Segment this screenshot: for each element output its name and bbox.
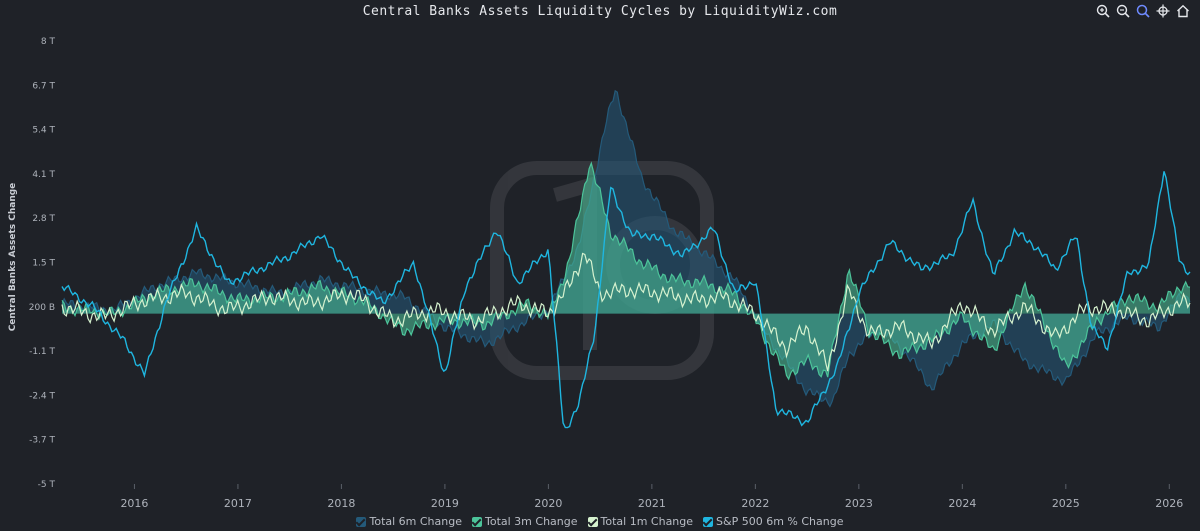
legend: Total 6m Change Total 3m Change Total 1m C… [0, 515, 1200, 528]
x-tick-label: 2017 [224, 497, 252, 510]
y-tick-label: 1.5 T [32, 259, 55, 269]
legend-swatch [703, 516, 714, 527]
legend-label: S&P 500 6m % Change [716, 515, 844, 528]
x-tick-label: 2025 [1052, 497, 1080, 510]
series-line-1 [61, 161, 1191, 381]
legend-1m[interactable]: Total 1m Change [587, 515, 694, 528]
y-tick-label: -3.7 T [29, 436, 55, 446]
x-tick-label: 2023 [845, 497, 873, 510]
y-tick-label: 5.4 T [32, 126, 55, 136]
chart-title: Central Banks Assets Liquidity Cycles by… [362, 4, 838, 19]
x-tick-label: 2026 [1155, 497, 1183, 510]
series-line-3 [61, 171, 1191, 429]
x-tick-label: 2024 [948, 497, 976, 510]
x-axis: 2016 2017 2018 2019 2020 2021 2022 2023 2024 2025… [120, 484, 1183, 510]
series-area-1 [62, 163, 1190, 380]
y-tick-label: 4.1 T [32, 170, 55, 180]
y-tick-label: 6.7 T [32, 81, 55, 91]
x-tick-label: 2018 [327, 497, 355, 510]
y-tick-label: -1.1 T [29, 347, 55, 357]
series-line-2 [61, 252, 1191, 372]
zoom-in-icon[interactable] [1096, 4, 1110, 18]
y-tick-label: 2.8 T [32, 214, 55, 224]
y-tick-label: -2.4 T [29, 391, 55, 401]
series-layer [61, 89, 1191, 429]
x-tick-label: 2022 [741, 497, 769, 510]
legend-6m[interactable]: Total 6m Change [356, 515, 462, 528]
y-tick-label: -5 T [38, 480, 56, 490]
y-tick-label: 8 T [41, 37, 56, 47]
legend-label: Total 1m Change [600, 515, 694, 528]
legend-label: Total 3m Change [485, 515, 578, 528]
home-icon[interactable] [1176, 4, 1190, 18]
x-tick-label: 2020 [534, 497, 562, 510]
x-tick-label: 2016 [120, 497, 148, 510]
chart-toolbar [1096, 4, 1190, 18]
y-tick-label: 200 B [29, 303, 55, 313]
y-axis: 8 T 6.7 T 5.4 T 4.1 T 2.8 T 1.5 T 200 B -1.1 T -… [29, 37, 56, 490]
legend-swatch [587, 516, 598, 527]
pan-icon[interactable] [1156, 4, 1170, 18]
legend-swatch [356, 516, 367, 527]
zoom-out-icon[interactable] [1116, 4, 1130, 18]
x-tick-label: 2019 [431, 497, 459, 510]
legend-swatch [472, 516, 482, 527]
legend-sp[interactable]: S&P 500 6m % Change [703, 515, 844, 528]
legend-3m[interactable]: Total 3m Change [472, 515, 578, 528]
legend-label: Total 6m Change [369, 515, 462, 528]
x-tick-label: 2021 [638, 497, 666, 510]
search-icon[interactable] [1136, 4, 1150, 18]
